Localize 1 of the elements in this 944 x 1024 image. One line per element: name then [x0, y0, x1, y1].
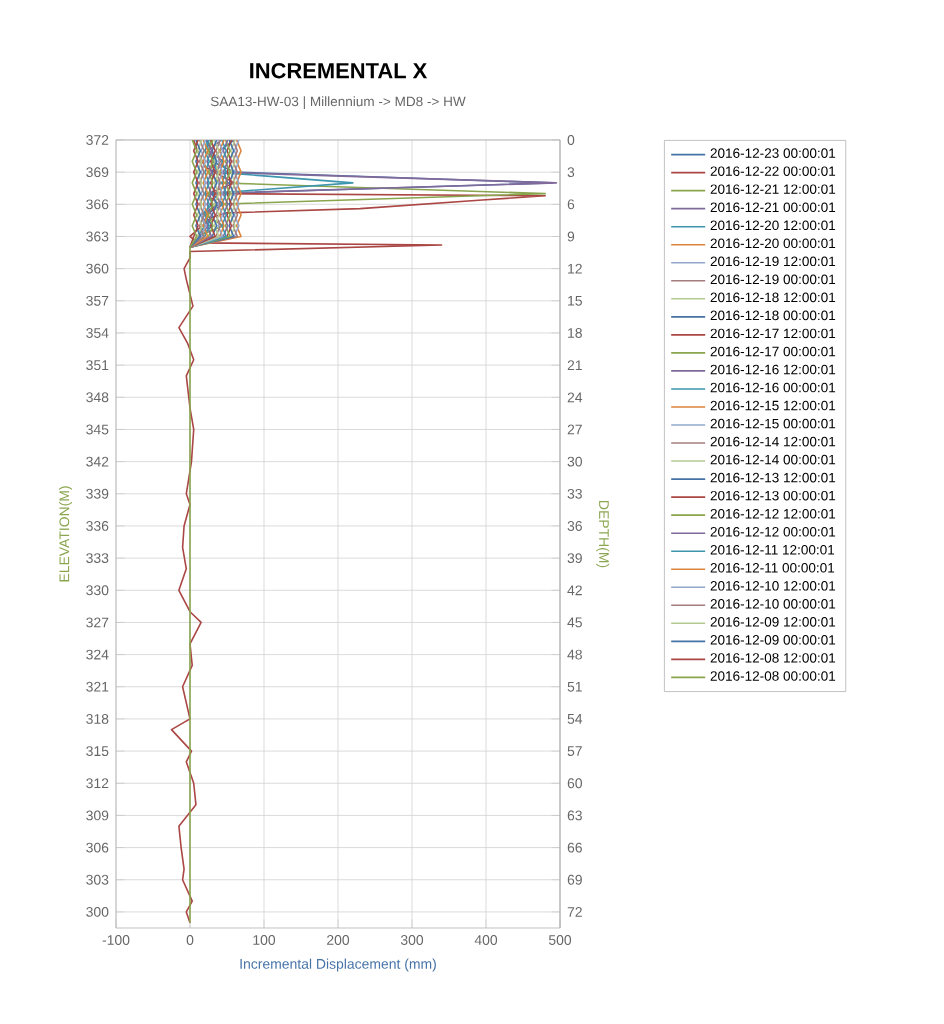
chart-title: INCREMENTAL X: [250, 62, 428, 79]
